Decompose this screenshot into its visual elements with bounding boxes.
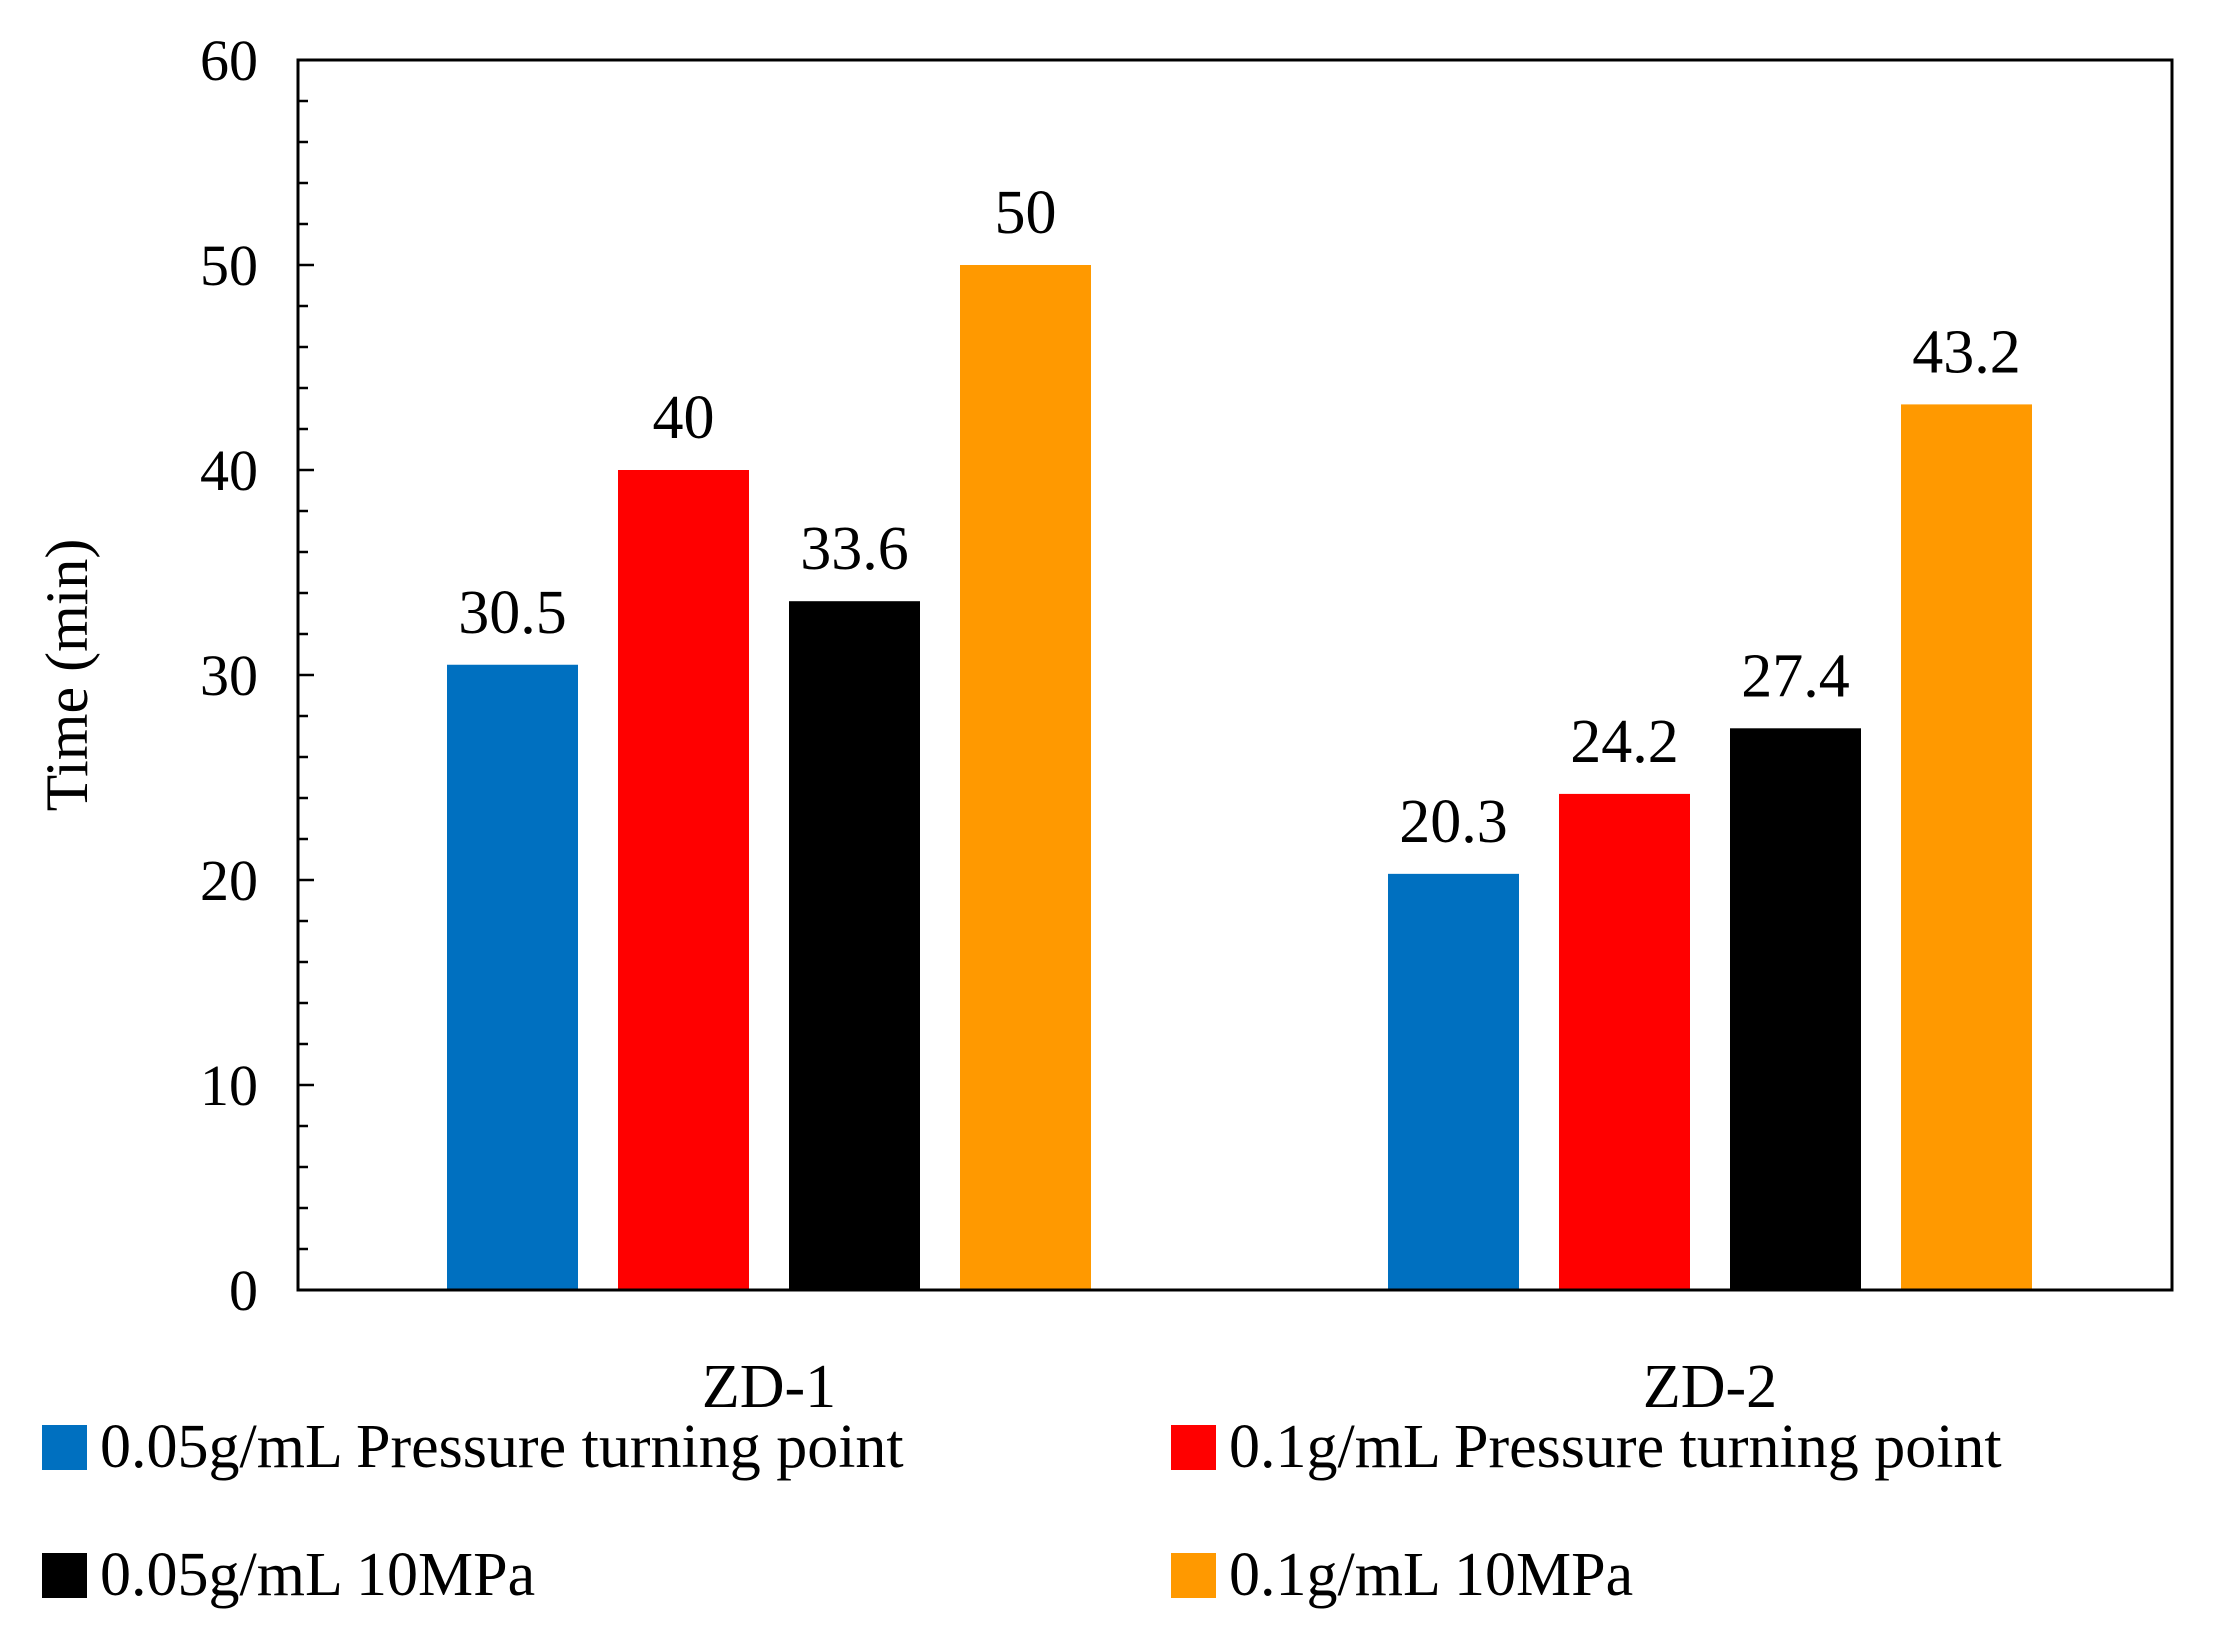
legend-label: 0.1g/mL 10MPa bbox=[1229, 1541, 1633, 1609]
bar bbox=[789, 601, 920, 1290]
legend-label: 0.1g/mL Pressure turning point bbox=[1229, 1413, 2002, 1481]
data-label: 30.5 bbox=[458, 579, 567, 647]
category-label: ZD-1 bbox=[702, 1353, 836, 1421]
legend: 0.05g/mL Pressure turning point 0.1g/mL P… bbox=[42, 1413, 2002, 1609]
category-label: ZD-2 bbox=[1643, 1353, 1777, 1421]
y-tick-label: 30 bbox=[200, 643, 258, 708]
bars-group bbox=[447, 265, 2032, 1290]
y-tick-label: 50 bbox=[200, 233, 258, 298]
legend-label: 0.05g/mL Pressure turning point bbox=[100, 1413, 904, 1481]
data-label: 50 bbox=[995, 179, 1057, 247]
legend-item: 0.1g/mL Pressure turning point bbox=[1171, 1413, 2002, 1481]
legend-item: 0.05g/mL Pressure turning point bbox=[42, 1413, 904, 1481]
bar bbox=[960, 265, 1091, 1290]
y-tick-label: 20 bbox=[200, 848, 258, 913]
data-label: 40 bbox=[653, 384, 715, 452]
data-label: 33.6 bbox=[800, 515, 909, 583]
bar bbox=[1730, 728, 1861, 1290]
y-tick-label: 60 bbox=[200, 28, 258, 93]
bar bbox=[1559, 793, 1690, 1290]
bar bbox=[618, 470, 749, 1290]
legend-swatch bbox=[1171, 1425, 1216, 1470]
legend-item: 0.1g/mL 10MPa bbox=[1171, 1541, 1633, 1609]
bar bbox=[1901, 404, 2032, 1290]
bar bbox=[1388, 873, 1519, 1290]
y-tick-label: 0 bbox=[229, 1258, 258, 1323]
data-label: 43.2 bbox=[1912, 318, 2021, 386]
legend-swatch bbox=[42, 1553, 87, 1598]
data-label: 24.2 bbox=[1570, 708, 1679, 776]
legend-swatch bbox=[1171, 1553, 1216, 1598]
bar bbox=[447, 664, 578, 1290]
y-tick-label: 10 bbox=[200, 1053, 258, 1118]
data-label: 20.3 bbox=[1399, 788, 1508, 856]
y-axis-title: Time (min) bbox=[34, 539, 100, 812]
category-labels-group: ZD-1 ZD-2 bbox=[702, 1353, 1777, 1421]
legend-label: 0.05g/mL 10MPa bbox=[100, 1541, 535, 1609]
y-tick-labels-group: 0 10 20 30 40 50 60 bbox=[200, 28, 258, 1323]
data-labels-group: 30.5 40 33.6 50 20.3 24.2 27.4 43.2 bbox=[458, 179, 2021, 856]
y-ticks-group bbox=[298, 58, 314, 1292]
y-tick-label: 40 bbox=[200, 438, 258, 503]
legend-swatch bbox=[42, 1425, 87, 1470]
legend-item: 0.05g/mL 10MPa bbox=[42, 1541, 535, 1609]
data-label: 27.4 bbox=[1741, 642, 1850, 710]
